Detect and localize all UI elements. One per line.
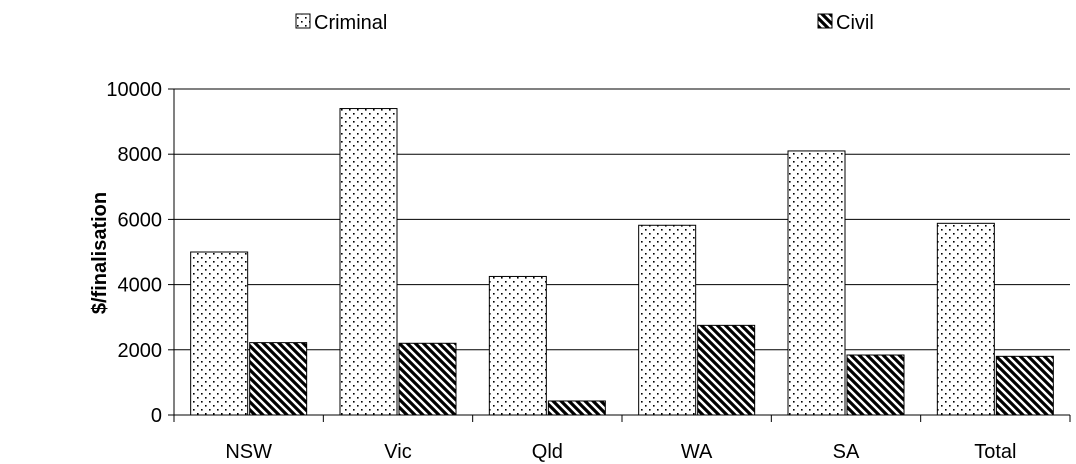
legend-label-criminal: Criminal [314,12,387,34]
bar-civil-total [995,355,1054,416]
legend-swatch-criminal [295,13,311,29]
bar-criminal-sa [787,150,846,416]
x-tick-label-sa: SA [833,441,860,463]
y-tick-label-8000: 8000 [118,144,163,166]
bar-criminal-vic [339,108,398,416]
bar-civil-sa [846,354,905,416]
legend-swatch-civil [817,13,833,29]
y-tick-label-6000: 6000 [118,209,163,231]
bar-criminal-qld [488,275,547,416]
y-tick-label-10000: 10000 [106,79,162,101]
bar-civil-nsw [249,342,308,416]
x-tick-label-wa: WA [681,441,713,463]
y-axis-label: $/finalisation [89,192,111,314]
x-tick-label-qld: Qld [532,441,563,463]
bars [190,108,1054,416]
x-tick-label-total: Total [974,441,1016,463]
x-tick-label-nsw: NSW [225,441,272,463]
y-tick-label-0: 0 [151,405,162,427]
y-tick-label-2000: 2000 [118,340,163,362]
y-tick-labels: 0 2000 4000 6000 8000 10000 [106,79,162,427]
legend: Criminal Civil [295,12,874,34]
x-tick-labels: NSW Vic Qld WA SA Total [225,441,1016,463]
bar-civil-vic [398,342,457,416]
bar-criminal-wa [638,224,697,416]
axes [168,88,1071,422]
gridlines [174,88,1070,351]
y-tick-label-4000: 4000 [118,275,163,297]
bar-criminal-total [936,222,995,416]
x-tick-label-vic: Vic [384,441,411,463]
bar-civil-qld [547,400,606,416]
bar-criminal-nsw [190,251,249,416]
legend-label-civil: Civil [836,12,874,34]
bar-civil-wa [697,324,756,416]
